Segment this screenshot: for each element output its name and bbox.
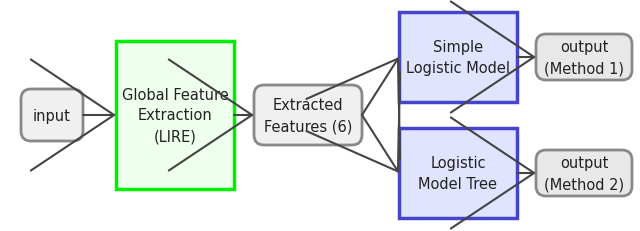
- FancyBboxPatch shape: [399, 13, 517, 103]
- FancyBboxPatch shape: [116, 42, 234, 189]
- Text: Global Feature
Extraction
(LIRE): Global Feature Extraction (LIRE): [122, 87, 228, 144]
- FancyBboxPatch shape: [399, 128, 517, 218]
- Text: output
(Method 2): output (Method 2): [544, 155, 624, 191]
- Text: Extracted
Features (6): Extracted Features (6): [264, 97, 352, 134]
- Text: output
(Method 1): output (Method 1): [544, 40, 624, 76]
- Text: Logistic
Model Tree: Logistic Model Tree: [419, 155, 497, 191]
- FancyBboxPatch shape: [254, 86, 362, 145]
- Text: Simple
Logistic Model: Simple Logistic Model: [406, 40, 510, 76]
- Text: input: input: [33, 108, 71, 123]
- FancyBboxPatch shape: [536, 150, 632, 196]
- FancyBboxPatch shape: [21, 90, 83, 141]
- FancyBboxPatch shape: [536, 35, 632, 81]
